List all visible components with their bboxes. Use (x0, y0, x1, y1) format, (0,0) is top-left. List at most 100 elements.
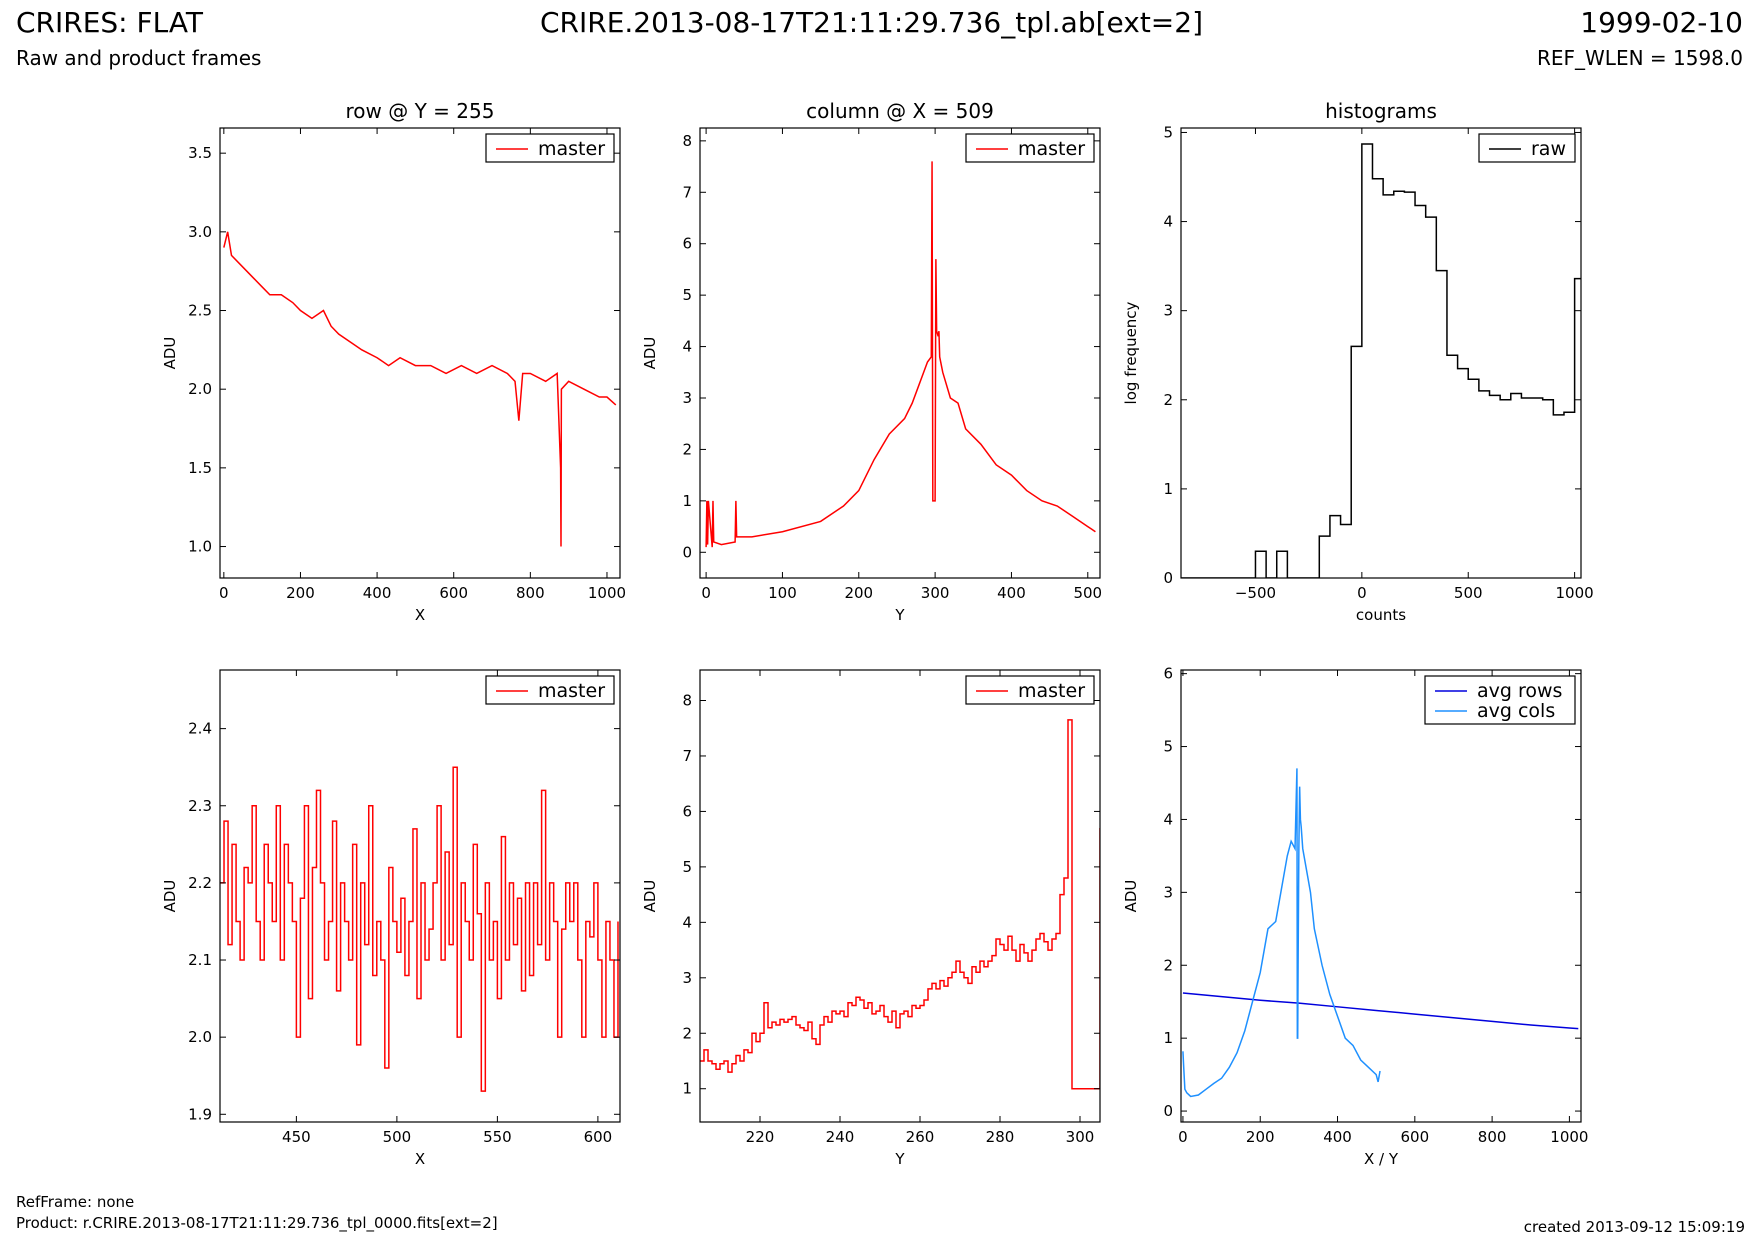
x-tick-label: 0 (1178, 1128, 1188, 1146)
x-axis-label: counts (1356, 606, 1406, 624)
x-tick-label: 400 (363, 584, 392, 602)
x-tick-label: 450 (282, 1128, 311, 1146)
legend: master (485, 133, 615, 163)
page-title: CRIRES: FLAT (16, 6, 203, 39)
y-tick-label: 1 (1163, 480, 1173, 498)
legend-box (485, 675, 615, 705)
legend: master (485, 675, 615, 705)
legend-label: avg rows (1477, 680, 1562, 702)
series-raw-line (1181, 143, 1581, 578)
x-tick-label: 1000 (1550, 1128, 1588, 1146)
chart-p6: 0 200 400 600 800 1000 0 1 2 3 4 5 6 X / Y ADU avg rows… (1122, 665, 1588, 1168)
legend-box (1424, 675, 1576, 725)
legend: master (965, 675, 1095, 705)
legend-label: avg cols (1477, 700, 1555, 722)
y-axis-label: ADU (161, 880, 179, 913)
y-tick-label: 1 (682, 492, 692, 510)
y-axis-label: log frequency (1122, 301, 1140, 404)
x-tick-label: 600 (439, 584, 468, 602)
y-tick-label: 5 (682, 858, 692, 876)
ref-wlen-label: REF_WLEN = 1598.0 (1536, 46, 1743, 70)
x-tick-label: 800 (1478, 1128, 1507, 1146)
y-tick-label: 1 (682, 1080, 692, 1098)
x-tick-label: 0 (701, 584, 711, 602)
axes-frame (219, 669, 621, 1123)
legend-box (965, 133, 1095, 163)
series-avg-rows-line (1182, 992, 1579, 1030)
legend-label: master (538, 138, 605, 160)
x-tick-label: 200 (844, 584, 873, 602)
x-tick-label: 500 (1454, 584, 1483, 602)
axes-frame (699, 669, 1101, 1123)
y-tick-label: 3 (682, 969, 692, 987)
x-tick-label: 550 (483, 1128, 512, 1146)
refframe-label: RefFrame: none (16, 1193, 135, 1211)
y-tick-label: 2 (682, 440, 692, 458)
chart-p1: 0 200 400 600 800 1000 1.0 1.5 2.0 2.5 3.0 3.5 row @… (161, 99, 626, 624)
product-label: Product: r.CRIRE.2013-08-17T21:11:29.736… (16, 1214, 498, 1232)
x-tick-label: 200 (286, 584, 315, 602)
legend: raw (1478, 133, 1576, 163)
series-master-line (223, 231, 617, 547)
x-tick-label: −500 (1235, 584, 1276, 602)
y-tick-label: 3.5 (188, 144, 212, 162)
axes-frame (699, 127, 1101, 579)
y-tick-label: 2.0 (188, 1028, 212, 1046)
legend-box (485, 133, 615, 163)
y-tick-label: 4 (1163, 810, 1173, 828)
y-tick-label: 2.4 (188, 720, 212, 738)
chart-p3: −500 0 500 1000 0 1 2 3 4 5 histograms counts log fr… (1122, 99, 1594, 624)
y-tick-label: 5 (682, 286, 692, 304)
x-tick-label: 0 (1357, 584, 1367, 602)
series-master-line (700, 719, 1100, 1090)
x-tick-label: 600 (584, 1128, 613, 1146)
chart-title: histograms (1325, 99, 1437, 123)
x-tick-label: 1000 (588, 584, 626, 602)
y-tick-label: 4 (682, 338, 692, 356)
y-tick-label: 0 (682, 543, 692, 561)
x-axis-label: X (415, 1150, 425, 1168)
x-tick-label: 400 (997, 584, 1026, 602)
x-tick-label: 300 (1066, 1128, 1095, 1146)
y-axis-label: ADU (641, 337, 659, 370)
y-tick-label: 7 (682, 747, 692, 765)
file-name: CRIRE.2013-08-17T21:11:29.736_tpl.ab[ext… (540, 6, 1204, 39)
x-axis-label: X / Y (1364, 1150, 1399, 1168)
legend-label: master (538, 680, 605, 702)
x-tick-label: 500 (1073, 584, 1102, 602)
y-tick-label: 2.5 (188, 302, 212, 320)
axes-frame (219, 127, 621, 579)
y-tick-label: 2.0 (188, 380, 212, 398)
y-tick-label: 8 (682, 692, 692, 710)
x-axis-label: X (415, 606, 425, 624)
x-tick-label: 200 (1246, 1128, 1275, 1146)
series-master-line (220, 766, 619, 1092)
chart-p5: 220 240 260 280 300 1 2 3 4 5 6 7 8 Y ADU master (641, 669, 1101, 1168)
x-tick-label: 1000 (1556, 584, 1594, 602)
legend-label: raw (1531, 138, 1566, 160)
y-axis-label: ADU (641, 880, 659, 913)
y-tick-label: 2.2 (188, 874, 212, 892)
x-tick-label: 400 (1323, 1128, 1352, 1146)
y-tick-label: 3 (1163, 302, 1173, 320)
chart-p4: 450 500 550 600 1.9 2.0 2.1 2.2 2.3 2.4 X ADU master (161, 669, 621, 1168)
y-tick-label: 5 (1163, 738, 1173, 756)
chart-p2: 0 100 200 300 400 500 0 1 2 3 4 5 6 7 8 column @ X = 50… (641, 99, 1102, 624)
y-tick-label: 1 (1163, 1029, 1173, 1047)
y-tick-label: 6 (682, 235, 692, 253)
x-tick-label: 240 (826, 1128, 855, 1146)
y-tick-label: 2 (1163, 391, 1173, 409)
axes-frame (1180, 127, 1582, 579)
y-axis-label: ADU (1122, 880, 1140, 913)
y-tick-label: 3 (682, 389, 692, 407)
y-tick-label: 3.0 (188, 223, 212, 241)
x-axis-label: Y (894, 606, 905, 624)
legend: master (965, 133, 1095, 163)
y-tick-label: 3 (1163, 883, 1173, 901)
y-tick-label: 1.5 (188, 459, 212, 477)
legend-label: master (1018, 680, 1085, 702)
created-label: created 2013-09-12 15:09:19 (1523, 1218, 1745, 1236)
y-tick-label: 2.3 (188, 797, 212, 815)
x-axis-label: Y (894, 1150, 905, 1168)
